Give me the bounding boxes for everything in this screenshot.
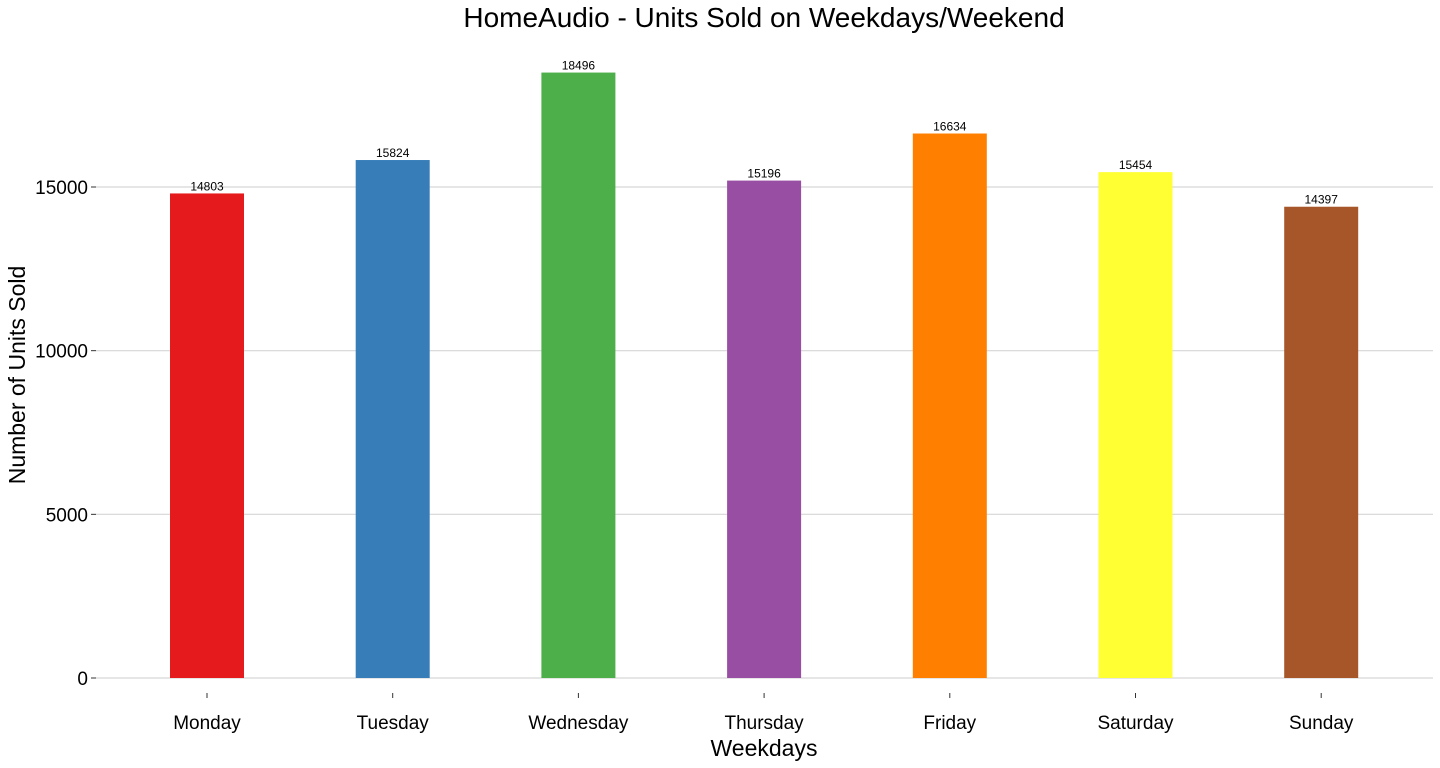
x-tick-label-thursday: Thursday bbox=[724, 713, 804, 734]
bar-thursday bbox=[727, 180, 802, 678]
bar-friday bbox=[912, 133, 987, 678]
x-tick-label-sunday: Sunday bbox=[1289, 713, 1354, 734]
y-axis: 0 5000 10000 15000 bbox=[35, 178, 96, 690]
bar-saturday bbox=[1098, 172, 1173, 678]
data-label-friday: 16634 bbox=[933, 120, 967, 134]
y-tick-label: 5000 bbox=[46, 505, 88, 526]
data-label-tuesday: 15824 bbox=[376, 146, 410, 160]
x-axis: Monday Tuesday Wednesday Thursday Friday Satu… bbox=[173, 693, 1354, 734]
bars bbox=[170, 72, 1359, 679]
chart-title: HomeAudio - Units Sold on Weekdays/Weeke… bbox=[463, 2, 1064, 33]
x-axis-title: Weekdays bbox=[711, 735, 818, 761]
y-tick-label: 15000 bbox=[35, 178, 88, 199]
bar-tuesday bbox=[355, 160, 430, 679]
x-tick-label-saturday: Saturday bbox=[1097, 713, 1174, 734]
y-tick-label: 0 bbox=[77, 669, 88, 690]
data-label-monday: 14803 bbox=[190, 179, 224, 193]
data-label-sunday: 14397 bbox=[1305, 193, 1339, 207]
bar-sunday bbox=[1284, 206, 1359, 678]
data-labels: 14803 15824 18496 15196 16634 15454 14397 bbox=[190, 59, 1338, 207]
y-tick-label: 10000 bbox=[35, 342, 88, 363]
x-tick-label-monday: Monday bbox=[173, 713, 241, 734]
data-label-saturday: 15454 bbox=[1119, 158, 1153, 172]
data-label-wednesday: 18496 bbox=[562, 59, 596, 73]
data-label-thursday: 15196 bbox=[747, 167, 781, 181]
bar-monday bbox=[170, 193, 244, 678]
x-tick-label-tuesday: Tuesday bbox=[357, 713, 430, 734]
x-tick-label-friday: Friday bbox=[923, 713, 976, 734]
x-tick-label-wednesday: Wednesday bbox=[528, 713, 628, 734]
bar-wednesday bbox=[541, 72, 616, 678]
y-axis-title: Number of Units Sold bbox=[4, 266, 30, 485]
